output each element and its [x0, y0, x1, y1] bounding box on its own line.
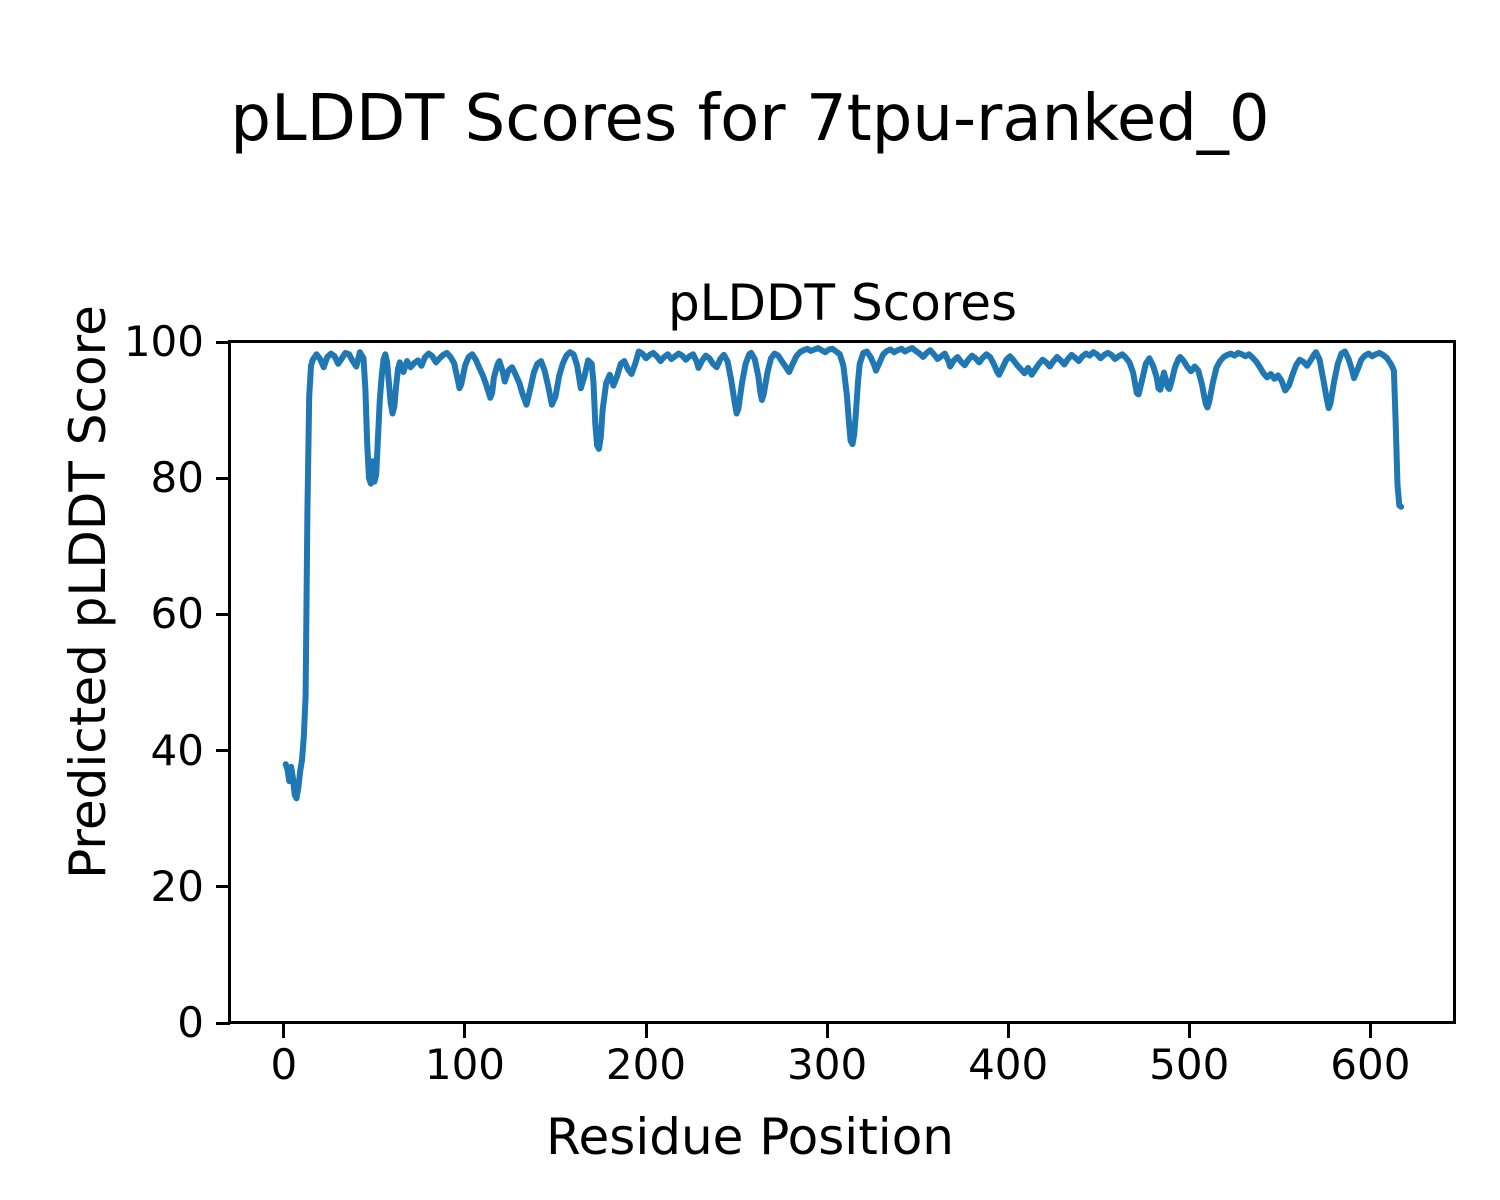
y-tick-label: 100: [123, 317, 204, 366]
x-axis-label: Residue Position: [546, 1108, 954, 1166]
y-tick-label: 60: [150, 589, 204, 639]
y-tick-label: 80: [150, 453, 204, 503]
y-tick-mark: [216, 1021, 230, 1025]
y-axis-label: Predicted pLDDT Score: [59, 305, 117, 879]
axes-title: pLDDT Scores: [667, 274, 1018, 332]
x-tick-mark: [825, 1024, 829, 1038]
y-tick-label: 0: [177, 998, 204, 1047]
x-tick-mark: [644, 1024, 648, 1038]
x-tick-label: 100: [424, 1040, 506, 1089]
y-tick-mark: [216, 612, 230, 616]
x-tick-mark: [1187, 1024, 1191, 1038]
figure-title: pLDDT Scores for 7tpu-ranked_0: [230, 82, 1270, 156]
y-tick-mark: [216, 476, 230, 480]
x-tick-label: 300: [787, 1040, 868, 1089]
y-tick-mark: [216, 885, 230, 889]
y-tick-mark: [216, 749, 230, 753]
x-tick-mark: [1368, 1024, 1372, 1038]
y-tick-mark: [216, 340, 230, 344]
x-tick-label: 0: [270, 1040, 298, 1089]
x-tick-label: 500: [1149, 1040, 1230, 1089]
x-tick-mark: [463, 1024, 467, 1038]
x-tick-label: 600: [1330, 1040, 1411, 1089]
x-tick-label: 200: [605, 1040, 687, 1089]
y-tick-label: 20: [150, 861, 204, 911]
y-tick-label: 40: [150, 725, 204, 775]
x-tick-mark: [1006, 1024, 1010, 1038]
plot-area: [228, 340, 1456, 1024]
x-tick-label: 400: [968, 1040, 1049, 1089]
x-tick-mark: [282, 1024, 286, 1038]
